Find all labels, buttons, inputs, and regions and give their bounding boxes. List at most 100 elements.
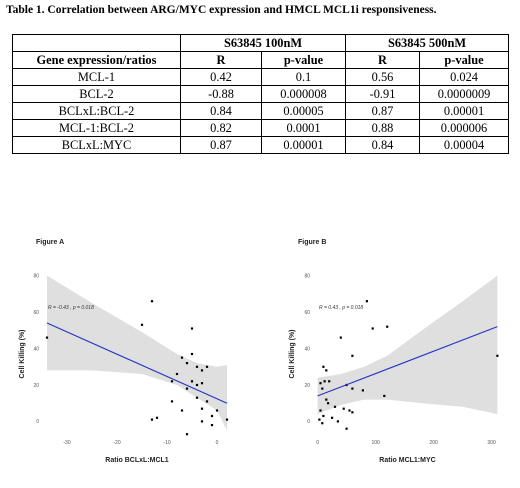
data-point bbox=[150, 418, 154, 421]
table-cell: 0.82 bbox=[180, 119, 262, 137]
y-axis-label: Cell Killing (%) bbox=[19, 330, 26, 379]
data-point bbox=[205, 365, 209, 368]
data-point bbox=[322, 365, 325, 368]
y-tick-label: 20 bbox=[304, 383, 310, 389]
table-cell: 0.000008 bbox=[260, 85, 347, 103]
table-cell: MCL-1:BCL-2 bbox=[12, 119, 181, 137]
table-cell: BCLxL:BCL-2 bbox=[12, 102, 181, 120]
x-tick-label: 100 bbox=[371, 440, 380, 446]
x-tick-label: 300 bbox=[487, 440, 496, 446]
table-cell: 0.56 bbox=[345, 68, 421, 86]
data-point bbox=[200, 382, 204, 385]
x-tick-label: -20 bbox=[113, 440, 120, 446]
data-point bbox=[190, 380, 194, 383]
correlation-table: S63845 100nM S63845 500nM Gene expressio… bbox=[12, 34, 510, 154]
data-point bbox=[339, 336, 342, 339]
data-point bbox=[331, 416, 334, 419]
data-point bbox=[155, 416, 159, 419]
y-tick-label: 60 bbox=[304, 310, 310, 316]
table-cell: BCLxL:MYC bbox=[12, 136, 181, 154]
figure-title: Figure B bbox=[298, 239, 326, 246]
confidence-band bbox=[317, 275, 498, 415]
table-cell: 0.00005 bbox=[260, 102, 347, 120]
correlation-annotation: R = 0.43 , p = 0.018 bbox=[319, 305, 363, 311]
table-cell: BCL-2 bbox=[12, 85, 181, 103]
data-point bbox=[190, 352, 194, 356]
table-row: MCL-1 0.42 0.1 0.56 0.024 bbox=[12, 68, 510, 86]
x-tick-label: 0 bbox=[316, 440, 319, 446]
data-point bbox=[348, 409, 351, 412]
x-tick-label: 0 bbox=[216, 440, 219, 446]
data-point bbox=[210, 414, 214, 418]
table-cell: 0.87 bbox=[180, 136, 262, 154]
data-point bbox=[383, 394, 386, 397]
x-axis-label: Ratio BCLxL:MCL1 bbox=[105, 457, 168, 464]
x-tick-label: 200 bbox=[429, 440, 438, 446]
data-point bbox=[45, 336, 49, 339]
data-point bbox=[325, 369, 328, 372]
table-row: MCL-1:BCL-2 0.82 0.0001 0.88 0.000006 bbox=[12, 119, 510, 137]
figure-title: Figure A bbox=[36, 239, 64, 246]
x-tick-label: -10 bbox=[163, 440, 170, 446]
data-point bbox=[325, 398, 328, 401]
table-empty-corner bbox=[12, 34, 181, 52]
data-point bbox=[140, 323, 144, 326]
data-point bbox=[351, 354, 354, 357]
data-point bbox=[333, 405, 337, 408]
table-cell: 0.0000009 bbox=[419, 85, 510, 103]
data-point bbox=[185, 387, 189, 390]
data-point bbox=[205, 400, 209, 403]
table-cell: 0.84 bbox=[180, 102, 262, 120]
table-cell: 0.88 bbox=[345, 119, 421, 137]
data-point bbox=[336, 420, 339, 423]
table-column-header-row: Gene expression/ratios R p-value R p-val… bbox=[12, 51, 510, 69]
data-point bbox=[215, 409, 219, 412]
data-point bbox=[365, 300, 368, 303]
data-point bbox=[327, 402, 330, 405]
data-point bbox=[200, 420, 204, 423]
data-point bbox=[195, 383, 199, 387]
figure-a: Figure A R = -0.43 , p = 0.018 0 20 40 60 80 -3… bbox=[0, 232, 260, 488]
data-point bbox=[319, 382, 322, 385]
y-tick-label: 40 bbox=[33, 346, 39, 352]
table-cell: -0.88 bbox=[180, 85, 262, 103]
data-point bbox=[351, 411, 354, 414]
data-point bbox=[318, 418, 321, 421]
data-point bbox=[361, 389, 364, 392]
data-point bbox=[386, 325, 389, 328]
table-cell: MCL-1 bbox=[12, 68, 181, 86]
data-point bbox=[351, 387, 354, 390]
data-point bbox=[195, 396, 199, 399]
data-point bbox=[150, 300, 154, 303]
table-cell: 0.84 bbox=[345, 136, 421, 154]
data-point bbox=[342, 407, 345, 410]
table-row: BCL-2 -0.88 0.000008 -0.91 0.0000009 bbox=[12, 85, 510, 103]
data-point bbox=[180, 409, 184, 412]
table-cell: 0.000006 bbox=[419, 119, 510, 137]
data-point bbox=[195, 365, 199, 368]
y-tick-label: 20 bbox=[33, 383, 39, 389]
table-cell: 0.00001 bbox=[260, 136, 347, 154]
table-cell: 0.00001 bbox=[419, 102, 510, 120]
data-point bbox=[328, 380, 331, 383]
data-point bbox=[371, 327, 374, 330]
data-point bbox=[345, 427, 348, 430]
y-tick-label: 40 bbox=[304, 346, 310, 352]
x-tick-label: -30 bbox=[63, 440, 70, 446]
data-point bbox=[200, 369, 204, 372]
data-point bbox=[180, 356, 184, 359]
column-header: Gene expression/ratios bbox=[12, 51, 181, 69]
group-header-100nm: S63845 100nM bbox=[179, 34, 347, 52]
y-tick-label: 80 bbox=[304, 273, 310, 279]
table-row: BCLxL:BCL-2 0.84 0.00005 0.87 0.00001 bbox=[12, 102, 510, 120]
data-point bbox=[321, 422, 324, 425]
table-cell: 0.42 bbox=[180, 68, 262, 86]
y-tick-label: 80 bbox=[33, 273, 39, 279]
data-point bbox=[210, 424, 214, 427]
data-point bbox=[170, 400, 174, 403]
correlation-annotation: R = -0.43 , p = 0.018 bbox=[48, 305, 94, 311]
figure-b: Figure B R = 0.43 , p = 0.018 0 20 40 60 80 0 10… bbox=[262, 232, 520, 488]
data-point bbox=[185, 362, 189, 365]
column-header: p-value bbox=[260, 51, 347, 69]
table-cell: 0.1 bbox=[260, 68, 347, 86]
